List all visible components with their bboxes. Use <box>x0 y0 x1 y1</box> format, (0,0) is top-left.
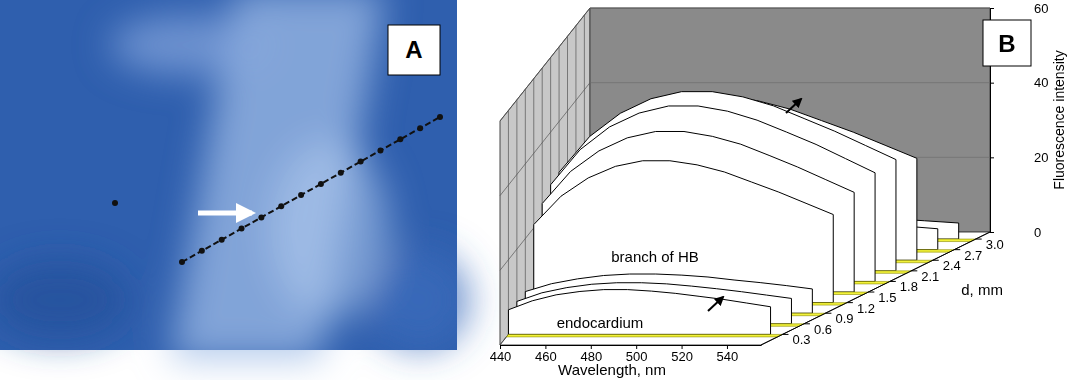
scan-point <box>112 200 118 206</box>
pointer-arrow <box>198 211 252 216</box>
panel-label-box <box>983 20 1031 66</box>
z-tick-label: 0.3 <box>792 332 810 347</box>
x-tick: 520 <box>671 345 693 364</box>
grid-line <box>590 82 990 83</box>
y-tick-label: 60 <box>1034 1 1048 16</box>
grid <box>500 8 990 345</box>
photo-blob <box>110 15 270 75</box>
scan-point <box>298 192 304 198</box>
photo-texture <box>0 0 470 360</box>
grid-line <box>500 8 590 121</box>
z-tick-label: 1.2 <box>857 301 875 316</box>
z-tick-mark <box>868 292 874 293</box>
waterfall-panel: 440460480500520540Wavelength, nm0.30.60.… <box>490 1 1067 378</box>
z-tick-mark <box>954 249 960 250</box>
x-tick: 460 <box>535 345 557 364</box>
grid-line <box>508 110 509 334</box>
scan-point <box>358 159 364 165</box>
annotation: branch of HB <box>611 248 699 265</box>
scan-point <box>219 237 225 243</box>
scan-point <box>258 214 264 220</box>
x-tick-label: 440 <box>490 349 512 364</box>
z-tick-mark <box>847 302 853 303</box>
scan-point <box>318 181 324 187</box>
spectra <box>506 92 975 337</box>
z-tick-label: 0.9 <box>835 311 853 326</box>
x-tick-label: 540 <box>717 349 739 364</box>
scan-point <box>278 203 284 209</box>
x-tick: 440 <box>490 345 512 364</box>
grid-line <box>590 8 990 9</box>
y-tick: 20 <box>990 150 1048 165</box>
scan-point <box>417 125 423 131</box>
z-axis-line <box>761 232 990 345</box>
y-tick-label: 0 <box>1034 225 1041 240</box>
photo-blob <box>0 260 130 340</box>
z-tick-label: 2.1 <box>921 269 939 284</box>
photo-blob <box>370 250 470 350</box>
x-axis-line <box>501 345 762 346</box>
scan-point <box>338 170 344 176</box>
panel-label-box <box>388 25 440 75</box>
y-tick-mark <box>990 83 994 84</box>
figure: A440460480500520540Wavelength, nm0.30.60… <box>0 0 1073 380</box>
grid-line <box>516 100 517 324</box>
z-tick-label: 0.6 <box>814 322 832 337</box>
z-tick-label: 2.7 <box>964 248 982 263</box>
z-tick-label: 1.5 <box>878 290 896 305</box>
y-tick-mark <box>990 157 994 158</box>
scan-point <box>199 248 205 254</box>
spectrum-base <box>506 334 782 336</box>
z-tick-label: 2.4 <box>943 258 961 273</box>
panel-label: A <box>405 36 422 63</box>
z-tick-mark <box>804 323 810 324</box>
grid-line <box>525 89 526 313</box>
photo-panel: A <box>0 0 470 360</box>
z-axis-title: d, mm <box>961 281 1003 298</box>
z-axis: 0.3 0.60.9 1.21.5 1.82.1 2.42.7 3.0 <box>761 232 1004 347</box>
x-tick-label: 520 <box>671 349 693 364</box>
scan-point <box>377 147 383 153</box>
z-tick-mark <box>976 239 982 240</box>
scan-point <box>239 226 245 232</box>
annotation: endocardium <box>557 314 644 331</box>
panel-label: B <box>998 30 1015 57</box>
z-tick-label: 1.8 <box>900 279 918 294</box>
scan-point <box>397 136 403 142</box>
annotation-arrow <box>786 99 801 113</box>
z-tick-mark <box>933 260 939 261</box>
x-axis-title: Wavelength, nm <box>558 361 666 378</box>
scan-point <box>179 259 185 265</box>
y-tick: 40 <box>990 75 1048 90</box>
z-tick-mark <box>782 334 788 335</box>
x-tick: 540 <box>717 345 739 364</box>
y-tick-mark <box>990 8 994 9</box>
y-tick-mark <box>990 232 994 233</box>
figure-svg: A440460480500520540Wavelength, nm0.30.60… <box>0 0 1073 380</box>
z-tick-mark <box>890 281 896 282</box>
scan-line <box>182 117 440 262</box>
z-tick-mark <box>825 313 831 314</box>
y-axis-title: Fluorescence intensity <box>1051 50 1067 189</box>
z-tick-mark <box>911 270 917 271</box>
z-tick-label: 3.0 <box>986 237 1004 252</box>
y-tick-label: 20 <box>1034 150 1048 165</box>
y-tick: 60 <box>990 1 1048 16</box>
annotation-arrow <box>708 297 723 311</box>
spectrum <box>508 290 770 335</box>
y-tick: 0 <box>990 225 1041 240</box>
scan-point <box>437 114 443 120</box>
x-tick-label: 460 <box>535 349 557 364</box>
y-tick-label: 40 <box>1034 75 1048 90</box>
